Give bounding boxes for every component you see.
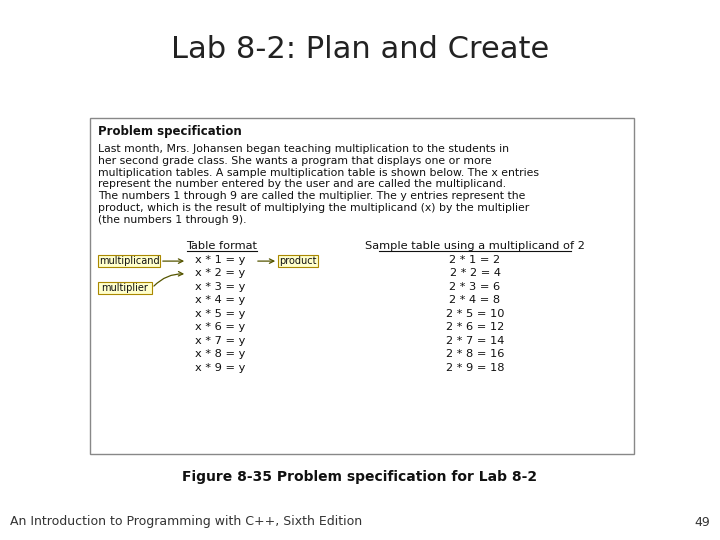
- Text: x * 2 = y: x * 2 = y: [195, 268, 245, 278]
- Text: x * 7 = y: x * 7 = y: [195, 335, 246, 346]
- Text: x * 5 = y: x * 5 = y: [195, 308, 246, 319]
- Bar: [98, 282, 152, 294]
- Text: Figure 8-35 Problem specification for Lab 8-2: Figure 8-35 Problem specification for La…: [182, 470, 538, 484]
- Text: product: product: [279, 256, 317, 266]
- Text: x * 8 = y: x * 8 = y: [195, 349, 246, 359]
- Text: 2 * 9 = 18: 2 * 9 = 18: [446, 362, 504, 373]
- Text: x * 4 = y: x * 4 = y: [195, 295, 245, 305]
- Text: Table format: Table format: [186, 241, 258, 251]
- Text: represent the number entered by the user and are called the multiplicand.: represent the number entered by the user…: [98, 179, 506, 190]
- Text: her second grade class. She wants a program that displays one or more: her second grade class. She wants a prog…: [98, 156, 492, 166]
- Text: 2 * 5 = 10: 2 * 5 = 10: [446, 308, 504, 319]
- Bar: [98, 255, 160, 267]
- Bar: [278, 255, 318, 267]
- Text: multiplier: multiplier: [102, 283, 148, 293]
- Text: Lab 8-2: Plan and Create: Lab 8-2: Plan and Create: [171, 36, 549, 64]
- Text: 2 * 6 = 12: 2 * 6 = 12: [446, 322, 504, 332]
- Text: The numbers 1 through 9 are called the multiplier. The y entries represent the: The numbers 1 through 9 are called the m…: [98, 191, 526, 201]
- Text: 2 * 3 = 6: 2 * 3 = 6: [449, 281, 500, 292]
- Text: (the numbers 1 through 9).: (the numbers 1 through 9).: [98, 215, 246, 225]
- Text: 2 * 8 = 16: 2 * 8 = 16: [446, 349, 504, 359]
- Text: 2 * 2 = 4: 2 * 2 = 4: [449, 268, 500, 278]
- Bar: [90, 118, 634, 454]
- Text: multiplicand: multiplicand: [99, 256, 159, 266]
- Text: 49: 49: [694, 516, 710, 529]
- Text: Sample table using a multiplicand of 2: Sample table using a multiplicand of 2: [365, 241, 585, 251]
- Text: 2 * 7 = 14: 2 * 7 = 14: [446, 335, 504, 346]
- Text: 2 * 4 = 8: 2 * 4 = 8: [449, 295, 500, 305]
- Text: An Introduction to Programming with C++, Sixth Edition: An Introduction to Programming with C++,…: [10, 516, 362, 529]
- Text: 2 * 1 = 2: 2 * 1 = 2: [449, 254, 500, 265]
- Text: multiplication tables. A sample multiplication table is shown below. The x entri: multiplication tables. A sample multipli…: [98, 167, 539, 178]
- Text: x * 9 = y: x * 9 = y: [195, 362, 246, 373]
- Text: x * 6 = y: x * 6 = y: [195, 322, 245, 332]
- Text: x * 3 = y: x * 3 = y: [195, 281, 246, 292]
- Text: Problem specification: Problem specification: [98, 125, 242, 138]
- Text: Last month, Mrs. Johansen began teaching multiplication to the students in: Last month, Mrs. Johansen began teaching…: [98, 144, 509, 154]
- Text: x * 1 = y: x * 1 = y: [195, 254, 246, 265]
- Text: product, which is the result of multiplying the multiplicand (x) by the multipli: product, which is the result of multiply…: [98, 203, 529, 213]
